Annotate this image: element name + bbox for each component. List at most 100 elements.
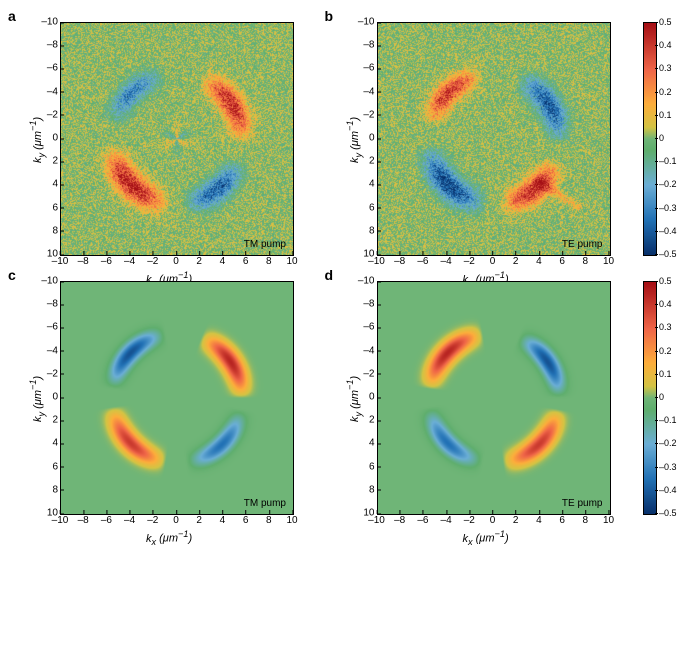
y-tick: –4 bbox=[349, 345, 375, 356]
y-tick: 8 bbox=[349, 225, 375, 236]
colorbar-canvas bbox=[643, 281, 657, 515]
y-tick: –10 bbox=[32, 276, 58, 287]
colorbar-tick: 0.3 bbox=[659, 63, 672, 73]
x-tick: –2 bbox=[147, 515, 158, 526]
colorbar-tick: –0.2 bbox=[659, 438, 677, 448]
y-tick: –8 bbox=[32, 299, 58, 310]
heatmap-canvas bbox=[377, 281, 611, 515]
panel-letter: b bbox=[325, 8, 334, 24]
y-axis-label: ky (μm−1) bbox=[28, 376, 46, 422]
x-tick: –6 bbox=[101, 256, 112, 267]
colorbar-tick: 0.5 bbox=[659, 17, 672, 27]
colorbar-tick: –0.1 bbox=[659, 415, 677, 425]
x-tick: 8 bbox=[266, 515, 272, 526]
plot-area: –10–8–6–4–20246810–10–8–6–4–20246810ky (… bbox=[60, 22, 292, 254]
colorbar-tick: 0.5 bbox=[659, 276, 672, 286]
x-tick: 6 bbox=[243, 256, 249, 267]
heatmap-canvas bbox=[60, 22, 294, 256]
x-tick: –4 bbox=[124, 256, 135, 267]
x-ticks: –10–8–6–4–20246810 bbox=[377, 515, 609, 529]
figure-grid: a–10–8–6–4–20246810–10–8–6–4–20246810ky … bbox=[10, 10, 675, 513]
y-tick: –4 bbox=[32, 345, 58, 356]
colorbar-tick: 0.4 bbox=[659, 299, 672, 309]
x-tick: 6 bbox=[559, 515, 565, 526]
pump-label: TM pump bbox=[244, 239, 286, 250]
colorbar-tick: –0.3 bbox=[659, 462, 677, 472]
heatmap-canvas bbox=[377, 22, 611, 256]
colorbar-tick: 0.2 bbox=[659, 87, 672, 97]
y-tick: 6 bbox=[32, 461, 58, 472]
x-ticks: –10–8–6–4–20246810 bbox=[60, 256, 292, 270]
colorbar: –0.5–0.4–0.3–0.2–0.100.10.20.30.40.5 bbox=[643, 22, 675, 254]
x-tick: 0 bbox=[173, 515, 179, 526]
colorbar-tick: 0.1 bbox=[659, 369, 672, 379]
x-tick: 4 bbox=[536, 256, 542, 267]
x-tick: 10 bbox=[286, 256, 297, 267]
x-tick: 0 bbox=[490, 256, 496, 267]
plot-area: –10–8–6–4–20246810–10–8–6–4–20246810ky (… bbox=[377, 22, 609, 254]
x-tick: 0 bbox=[173, 256, 179, 267]
colorbar-tick: –0.3 bbox=[659, 203, 677, 213]
y-tick: –10 bbox=[32, 17, 58, 28]
x-tick: –6 bbox=[417, 515, 428, 526]
colorbar-tick: –0.5 bbox=[659, 508, 677, 518]
y-tick: 8 bbox=[349, 484, 375, 495]
x-tick: –4 bbox=[441, 256, 452, 267]
y-tick: 8 bbox=[32, 484, 58, 495]
x-tick: –8 bbox=[394, 515, 405, 526]
x-tick: 4 bbox=[220, 256, 226, 267]
x-tick: 8 bbox=[583, 515, 589, 526]
x-tick: –6 bbox=[417, 256, 428, 267]
y-tick: –6 bbox=[349, 322, 375, 333]
x-tick: –10 bbox=[368, 515, 385, 526]
x-tick: –8 bbox=[78, 256, 89, 267]
pump-label: TE pump bbox=[562, 239, 603, 250]
x-tick: –2 bbox=[464, 515, 475, 526]
colorbar-tick: 0 bbox=[659, 392, 664, 402]
colorbar-tick: –0.4 bbox=[659, 226, 677, 236]
colorbar-tick: 0.2 bbox=[659, 346, 672, 356]
colorbar-canvas bbox=[643, 22, 657, 256]
x-tick: 10 bbox=[286, 515, 297, 526]
x-tick: 2 bbox=[196, 515, 202, 526]
x-tick: 2 bbox=[513, 256, 519, 267]
panel-c: c–10–8–6–4–20246810–10–8–6–4–20246810ky … bbox=[10, 269, 321, 513]
x-tick: –2 bbox=[147, 256, 158, 267]
x-tick: 0 bbox=[490, 515, 496, 526]
y-tick: –8 bbox=[349, 40, 375, 51]
y-axis-label: ky (μm−1) bbox=[28, 117, 46, 163]
panel-letter: a bbox=[8, 8, 16, 24]
y-tick: 6 bbox=[349, 461, 375, 472]
x-axis-label: kx (μm−1) bbox=[463, 529, 509, 547]
x-tick: –10 bbox=[52, 256, 69, 267]
colorbar-tick: 0.3 bbox=[659, 322, 672, 332]
x-tick: –2 bbox=[464, 256, 475, 267]
y-tick: –6 bbox=[32, 322, 58, 333]
y-tick: 6 bbox=[32, 202, 58, 213]
x-tick: –8 bbox=[78, 515, 89, 526]
y-axis-label: ky (μm−1) bbox=[345, 117, 363, 163]
x-ticks: –10–8–6–4–20246810 bbox=[377, 256, 609, 270]
y-tick: –6 bbox=[32, 63, 58, 74]
x-tick: 2 bbox=[196, 256, 202, 267]
x-tick: –10 bbox=[52, 515, 69, 526]
x-tick: 10 bbox=[603, 256, 614, 267]
y-tick: –8 bbox=[32, 40, 58, 51]
x-tick: 6 bbox=[559, 256, 565, 267]
colorbar-tick: 0 bbox=[659, 133, 664, 143]
colorbar-tick: 0.1 bbox=[659, 110, 672, 120]
y-tick: –10 bbox=[349, 276, 375, 287]
colorbar-tick: 0.4 bbox=[659, 40, 672, 50]
y-tick: –4 bbox=[349, 86, 375, 97]
x-ticks: –10–8–6–4–20246810 bbox=[60, 515, 292, 529]
y-tick: 4 bbox=[349, 438, 375, 449]
x-tick: 8 bbox=[583, 256, 589, 267]
y-tick: –4 bbox=[32, 86, 58, 97]
x-tick: –4 bbox=[124, 515, 135, 526]
x-tick: –8 bbox=[394, 256, 405, 267]
panel-letter: c bbox=[8, 267, 16, 283]
y-tick: 4 bbox=[32, 438, 58, 449]
colorbar-tick: –0.4 bbox=[659, 485, 677, 495]
colorbar: –0.5–0.4–0.3–0.2–0.100.10.20.30.40.5 bbox=[643, 281, 675, 513]
panel-d: d–10–8–6–4–20246810–10–8–6–4–20246810ky … bbox=[327, 269, 638, 513]
